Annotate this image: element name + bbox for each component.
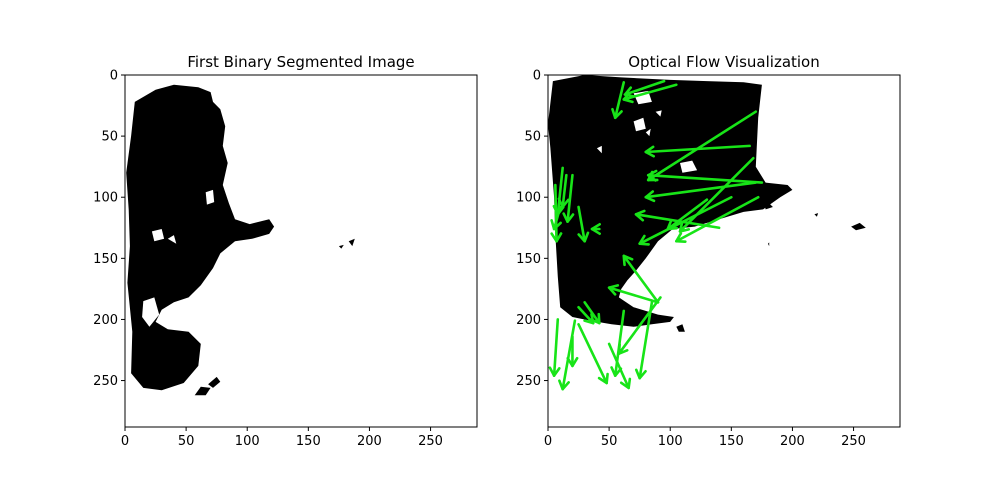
flow-arrow [611,81,626,120]
x-tick-label: 250 [418,434,443,449]
y-tick-label: 100 [516,191,541,206]
segmented-region [338,244,344,249]
segmented-region [194,386,211,396]
flow-arrow [583,301,601,325]
y-tick-label: 0 [533,69,541,84]
segmented-region [814,213,819,217]
flow-arrow [638,195,733,246]
flow-arrow [610,309,626,377]
region-hole [680,160,698,173]
flow-arrow [590,222,601,236]
flow-arrow [550,205,562,231]
x-tick-label: 100 [658,434,683,449]
segmented-region [763,197,773,210]
x-tick-label: 50 [178,434,195,449]
image-area [548,75,866,391]
flow-arrow [646,169,764,184]
x-tick-label: 50 [601,434,618,449]
y-tick-label: 250 [516,374,541,389]
x-tick-label: 0 [121,434,129,449]
x-tick-label: 150 [296,434,321,449]
y-tick-label: 200 [93,313,118,328]
flow-arrow [607,284,660,304]
chart-title: First Binary Segmented Image [187,53,414,71]
flow-arrow [577,323,609,385]
y-tick-label: 50 [101,130,118,145]
flow-arrow [577,205,590,243]
panel-left: First Binary Segmented Image 0 50 100 150 200… [93,53,478,449]
flow-arrow [634,301,654,380]
segmented-region [676,324,685,332]
y-tick-label: 150 [93,252,118,267]
region-hole [596,145,602,154]
region-hole [167,235,177,244]
segmented-region [548,75,793,327]
segmented-region [126,84,275,391]
flow-arrow [550,183,563,243]
y-tick-label: 0 [110,69,118,84]
flow-arrow [623,79,666,98]
plot-frame [547,74,901,428]
y-tick-label: 50 [524,130,541,145]
x-tick-label: 250 [841,434,866,449]
y-tick-label: 250 [93,374,118,389]
segmented-region [768,242,770,247]
region-hole [151,229,165,242]
flow-arrow [557,173,570,209]
segmented-region [208,376,221,388]
chart-title: Optical Flow Visualization [628,53,820,71]
region-hole [633,117,646,132]
x-tick-label: 200 [780,434,805,449]
flow-arrow [562,173,575,223]
panel-right: Optical Flow Visualization 0 50 100 150 200 25… [516,53,901,449]
flow-arrow [548,318,561,377]
region-hole [205,189,215,205]
image-area [126,84,355,396]
y-tick-label: 150 [516,252,541,267]
segmented-region [348,238,355,247]
y-tick-label: 100 [93,191,118,206]
flow-arrow [666,198,709,231]
segmented-region [851,222,866,231]
x-tick-label: 100 [235,434,260,449]
flow-arrow [675,195,760,244]
region-hole [655,110,662,117]
x-tick-label: 200 [357,434,382,449]
flow-arrow [678,156,755,233]
x-tick-label: 0 [544,434,552,449]
x-tick-label: 150 [719,434,744,449]
flow-arrow [558,319,577,391]
y-tick-label: 200 [516,313,541,328]
flow-arrow [644,181,758,203]
region-hole [142,297,160,327]
flow-arrow [566,335,579,368]
region-hole [645,128,651,137]
flow-arrow [607,342,632,390]
plot-frame [124,74,478,428]
flow-arrow [622,254,660,304]
